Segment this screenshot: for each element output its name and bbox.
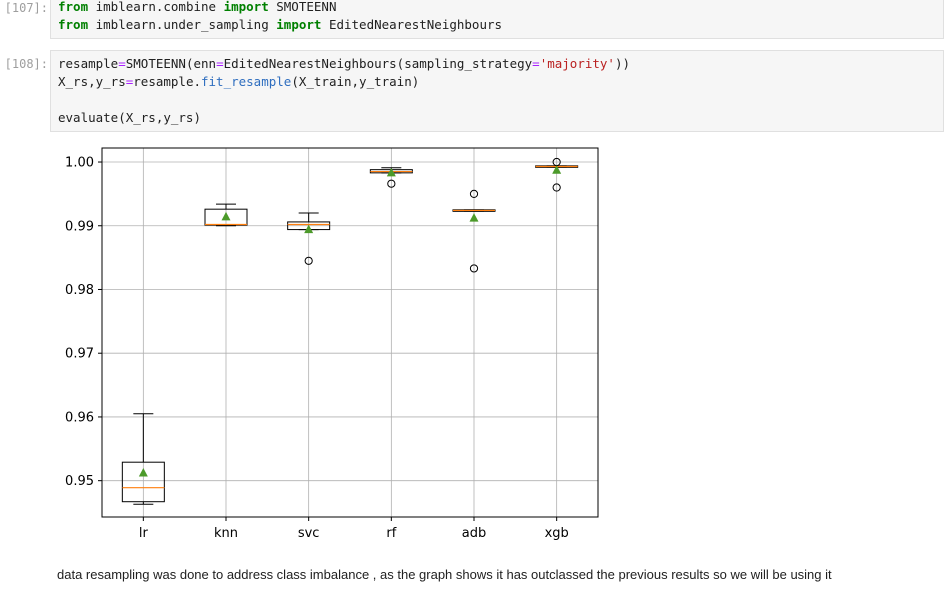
code-token: resample [58, 56, 119, 71]
code-line: X_rs,y_rs=resample.fit_resample(X_train,… [58, 73, 943, 91]
code-token: evaluate(X_rs,y_rs) [58, 110, 201, 125]
code-token: X_rs,y_rs [58, 74, 126, 89]
mean-marker [138, 468, 148, 477]
code-token: from [58, 0, 89, 14]
mean-marker [552, 165, 562, 174]
outlier-point [469, 189, 479, 198]
outlier-point [387, 179, 396, 188]
code-token: imblearn.under_sampling [88, 17, 277, 32]
box-knn [204, 208, 248, 226]
boxplot-chart: 0.95 0.96 0.97 0.98 0.99 1.00 lr knn svc rf adb xgb [65, 147, 599, 541]
output-boxplot: 0.95 0.96 0.97 0.98 0.99 1.00 lr knn svc rf adb xgb [50, 140, 610, 550]
x-tick-label: adb [462, 526, 486, 541]
code-token: resample. [133, 74, 201, 89]
code-lines: resample=SMOTEENN(enn=EditedNearestNeigh… [58, 55, 943, 127]
code-token: SMOTEENN(enn [125, 56, 217, 71]
x-tick-label: knn [214, 526, 238, 541]
outlier-point [304, 256, 313, 265]
mean-marker [469, 213, 479, 222]
code-token: fit_resample [201, 74, 292, 89]
x-tick-label: svc [298, 526, 320, 541]
code-token: = [125, 74, 134, 89]
cell-prompt: [107]: [4, 1, 48, 15]
code-input[interactable]: from imblearn.combine import SMOTEENN fro… [50, 0, 944, 39]
box-lr [121, 461, 165, 503]
code-line: from imblearn.under_sampling import Edit… [58, 16, 943, 34]
mean-marker [386, 167, 396, 177]
y-tick-label: 0.99 [65, 219, 94, 234]
code-line: evaluate(X_rs,y_rs) [58, 109, 943, 127]
code-token: = [532, 56, 540, 71]
code-token: = [118, 56, 126, 71]
code-token: import [276, 17, 322, 32]
y-tick-label: 0.97 [65, 347, 94, 362]
code-input[interactable]: resample=SMOTEENN(enn=EditedNearestNeigh… [50, 50, 944, 132]
y-tick-label: 0.98 [65, 283, 94, 298]
code-token: import [223, 0, 269, 14]
y-tick-label: 0.95 [65, 474, 94, 489]
x-tick-label: lr [139, 526, 149, 541]
code-token: SMOTEENN [268, 0, 337, 14]
code-line: resample=SMOTEENN(enn=EditedNearestNeigh… [58, 55, 943, 73]
code-token: = [216, 56, 224, 71]
mean-marker [304, 224, 314, 234]
mean-marker [221, 211, 231, 221]
code-token: imblearn.combine [88, 0, 224, 14]
x-tick-label: xgb [545, 526, 569, 541]
outlier-point [552, 183, 561, 192]
outlier-point [469, 264, 479, 273]
code-token: (X_train,y_train) [291, 74, 420, 89]
plot-frame [101, 147, 599, 518]
y-tick-label: 0.96 [65, 410, 94, 425]
code-token: EditedNearestNeighbours [321, 17, 503, 32]
code-line [58, 91, 943, 109]
code-lines: from imblearn.combine import SMOTEENN fro… [58, 0, 943, 34]
code-token: 'majority' [539, 56, 615, 71]
y-tick-label: 1.00 [65, 156, 94, 171]
code-token: from [58, 17, 89, 32]
code-token: )) [614, 56, 631, 71]
x-tick-label: rf [386, 526, 396, 541]
markdown-text: data resampling was done to address clas… [57, 567, 832, 582]
code-line: from imblearn.combine import SMOTEENN [58, 0, 943, 16]
code-token: EditedNearestNeighbours(sampling_strateg… [223, 56, 533, 71]
cell-prompt: [108]: [4, 57, 48, 71]
